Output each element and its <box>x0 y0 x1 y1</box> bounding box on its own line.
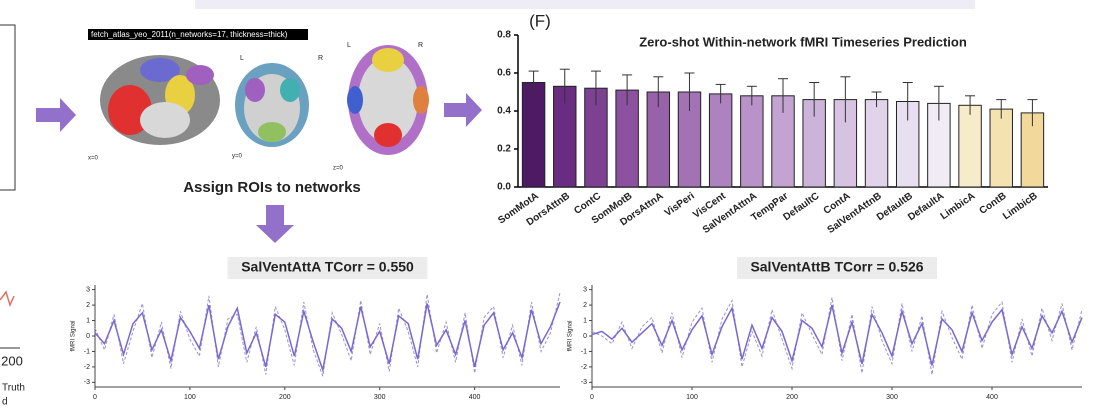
y-tick-label: 2 <box>86 302 90 309</box>
orientation: L <box>240 55 244 62</box>
slice-label: y=0 <box>232 154 243 160</box>
x-tick-label: LimbicB <box>1001 191 1040 223</box>
y-tick-label: -2 <box>581 364 587 371</box>
bar <box>959 105 981 187</box>
y-axis-label: fMRI Signal <box>568 320 574 351</box>
left-panel-trace <box>0 292 14 305</box>
y-tick-label: 0.2 <box>497 144 511 155</box>
bar <box>741 96 763 187</box>
figure: 200 Truth d fetch_atlas_yeo_2011(n_netwo… <box>0 0 1113 410</box>
x-tick-label: DefaultC <box>781 191 821 224</box>
x-tick-label: 0 <box>93 394 97 401</box>
y-tick-label: -3 <box>581 379 587 386</box>
x-tick-label: 200 <box>786 394 798 401</box>
bar <box>865 100 887 187</box>
y-tick-label: 0 <box>86 333 90 340</box>
left-legend: Truth <box>2 383 25 394</box>
y-tick-label: 3 <box>583 286 587 293</box>
bar <box>990 109 1012 187</box>
y-tick-label: 1 <box>583 317 587 324</box>
y-tick-label: 0 <box>583 333 587 340</box>
series-line <box>95 293 560 377</box>
x-tick-label: 100 <box>686 394 698 401</box>
left-legend: d <box>2 397 8 408</box>
x-tick-label: 200 <box>279 394 291 401</box>
slice-label: z=0 <box>333 166 344 172</box>
y-tick-label: -2 <box>84 364 90 371</box>
series-line <box>592 305 1082 365</box>
x-tick-label: 400 <box>986 394 998 401</box>
brain-axial <box>347 45 429 155</box>
bar <box>522 83 544 188</box>
orientation: R <box>418 42 423 49</box>
y-tick-label: 0.6 <box>497 68 511 79</box>
orientation: R <box>318 55 323 62</box>
y-tick-label: -1 <box>84 348 90 355</box>
left-tick: 200 <box>1 353 23 368</box>
brain-sagittal <box>100 55 220 145</box>
arrow <box>36 98 76 132</box>
chart-title: Zero-shot Within-network fMRI Timeseries… <box>639 34 967 49</box>
y-tick-label: 0.0 <box>497 182 511 193</box>
y-axis-label: fMRI Signal <box>71 320 77 351</box>
brain-coronal <box>235 63 309 147</box>
x-tick-label: 100 <box>184 394 196 401</box>
atlas-label: fetch_atlas_yeo_2011(n_networks=17, thic… <box>91 30 288 39</box>
panel-label: (F) <box>529 11 551 30</box>
series-line <box>95 302 560 370</box>
y-tick-label: 1 <box>86 317 90 324</box>
arrow <box>444 93 482 127</box>
x-tick-label: LimbicA <box>939 191 978 223</box>
x-tick-label: 0 <box>590 394 594 401</box>
top-band <box>195 0 975 9</box>
x-tick-label: 300 <box>886 394 898 401</box>
x-tick-label: DefaultA <box>906 191 946 224</box>
chart-title: SalVentAttA TCorr = 0.550 <box>241 259 414 275</box>
y-tick-label: 0.8 <box>497 30 511 41</box>
x-tick-label: 300 <box>374 394 386 401</box>
y-tick-label: 3 <box>86 286 90 293</box>
y-tick-label: 2 <box>583 302 587 309</box>
slice-label: x=0 <box>88 156 99 162</box>
y-tick-label: -1 <box>581 348 587 355</box>
y-tick-label: 0.4 <box>497 106 511 117</box>
x-tick-label: 400 <box>469 394 481 401</box>
assign-caption: Assign ROIs to networks <box>183 179 361 196</box>
orientation: L <box>347 42 351 49</box>
bar <box>709 94 731 187</box>
left-panel-frame <box>0 25 15 190</box>
y-tick-label: -3 <box>84 379 90 386</box>
x-tick-label: VisPeri <box>663 190 697 218</box>
arrow <box>256 205 294 243</box>
chart-title: SalVentAttB TCorr = 0.526 <box>750 259 923 275</box>
